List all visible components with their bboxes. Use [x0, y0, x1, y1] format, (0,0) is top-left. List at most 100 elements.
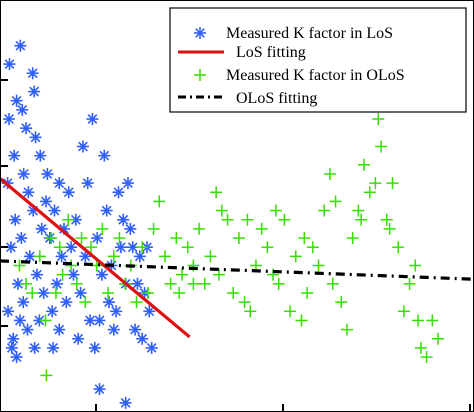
olos-data-point — [39, 314, 52, 327]
los-data-point — [37, 286, 50, 299]
olos-data-point — [340, 323, 353, 336]
olos-data-point — [312, 259, 325, 272]
olos-data-point — [386, 177, 399, 190]
los-data-point — [76, 140, 89, 153]
los-data-point — [35, 222, 48, 235]
los-data-point — [3, 113, 16, 126]
olos-data-point — [45, 232, 58, 245]
los-data-point — [67, 268, 80, 281]
los-data-point — [93, 314, 106, 327]
olos-data-point — [147, 222, 160, 235]
olos-data-point — [176, 268, 189, 281]
los-data-point — [8, 149, 21, 162]
los-data-point — [93, 383, 106, 396]
los-data-point — [55, 250, 68, 263]
olos-data-point — [221, 213, 234, 226]
legend-plus — [194, 69, 206, 81]
los-data-point — [46, 305, 59, 318]
los-data-point — [86, 113, 99, 126]
olos-data-point — [20, 277, 33, 290]
los-data-point — [22, 186, 35, 199]
los-data-point — [17, 296, 30, 309]
olos-data-point — [298, 232, 311, 245]
los-data-point — [136, 332, 149, 345]
olos-data-point — [187, 277, 200, 290]
plot-area — [0, 39, 474, 409]
olos-data-point — [193, 222, 206, 235]
los-data-point — [26, 67, 39, 80]
los-data-point — [100, 204, 113, 217]
olos-data-point — [426, 314, 439, 327]
los-data-point — [65, 241, 78, 254]
los-fitting-line — [0, 177, 191, 339]
olos-data-point — [164, 277, 177, 290]
los-data-point — [133, 250, 146, 263]
los-data-point — [12, 277, 25, 290]
olos-data-point — [375, 140, 388, 153]
olos-data-point — [380, 213, 393, 226]
olos-data-point — [372, 113, 385, 126]
los-data-point — [2, 305, 15, 318]
los-data-point — [48, 204, 61, 217]
olos-data-point — [420, 351, 433, 364]
olos-data-point — [141, 286, 154, 299]
olos-data-point — [173, 286, 186, 299]
olos-data-point — [346, 232, 359, 245]
olos-data-point — [75, 232, 88, 245]
olos-data-point — [278, 213, 291, 226]
olos-data-point — [227, 286, 240, 299]
olos-data-point — [272, 277, 285, 290]
olos-data-point — [153, 195, 166, 208]
los-data-point — [129, 323, 142, 336]
los-data-point — [121, 177, 134, 190]
los-data-point — [5, 341, 18, 354]
olos-data-point — [414, 341, 427, 354]
olos-data-point — [136, 241, 149, 254]
olos-data-point — [409, 259, 422, 272]
los-data-point — [3, 58, 16, 71]
los-data-point — [88, 341, 101, 354]
olos-data-point — [412, 314, 425, 327]
olos-data-point — [397, 305, 410, 318]
olos-data-point — [102, 286, 115, 299]
olos-data-point — [212, 268, 225, 281]
los-data-point — [103, 296, 116, 309]
olos-data-point — [170, 232, 183, 245]
los-data-point — [28, 341, 41, 354]
los-data-point — [60, 296, 73, 309]
olos-data-point — [301, 286, 314, 299]
los-data-point — [117, 213, 130, 226]
los-data-point — [119, 396, 132, 409]
olos-data-point — [355, 213, 368, 226]
los-data-point — [28, 85, 41, 98]
olos-fitting-line — [0, 259, 474, 281]
los-data-point — [112, 186, 125, 199]
los-data-point — [72, 332, 85, 345]
olos-data-point — [295, 314, 308, 327]
los-data-point — [16, 103, 29, 116]
olos-data-point — [269, 204, 282, 217]
los-data-point — [14, 39, 27, 52]
olos-data-point — [383, 222, 396, 235]
olos-data-point — [358, 158, 371, 171]
olos-data-point — [329, 195, 342, 208]
legend-asterisk — [194, 27, 206, 39]
olos-data-point — [13, 259, 26, 272]
olos-data-point — [40, 369, 53, 382]
olos-data-point — [79, 296, 92, 309]
los-data-point — [15, 232, 28, 245]
olos-data-point — [107, 250, 120, 263]
los-data-point — [4, 241, 17, 254]
olos-data-point — [289, 250, 302, 263]
los-data-point — [98, 149, 111, 162]
olos-data-point — [130, 296, 143, 309]
los-data-point — [110, 305, 123, 318]
olos-data-point — [70, 277, 83, 290]
olos-data-point — [33, 250, 46, 263]
los-data-point — [29, 131, 42, 144]
olos-data-point — [158, 250, 171, 263]
olos-data-point — [215, 204, 228, 217]
los-data-point — [7, 332, 20, 345]
olos-data-point — [96, 222, 109, 235]
